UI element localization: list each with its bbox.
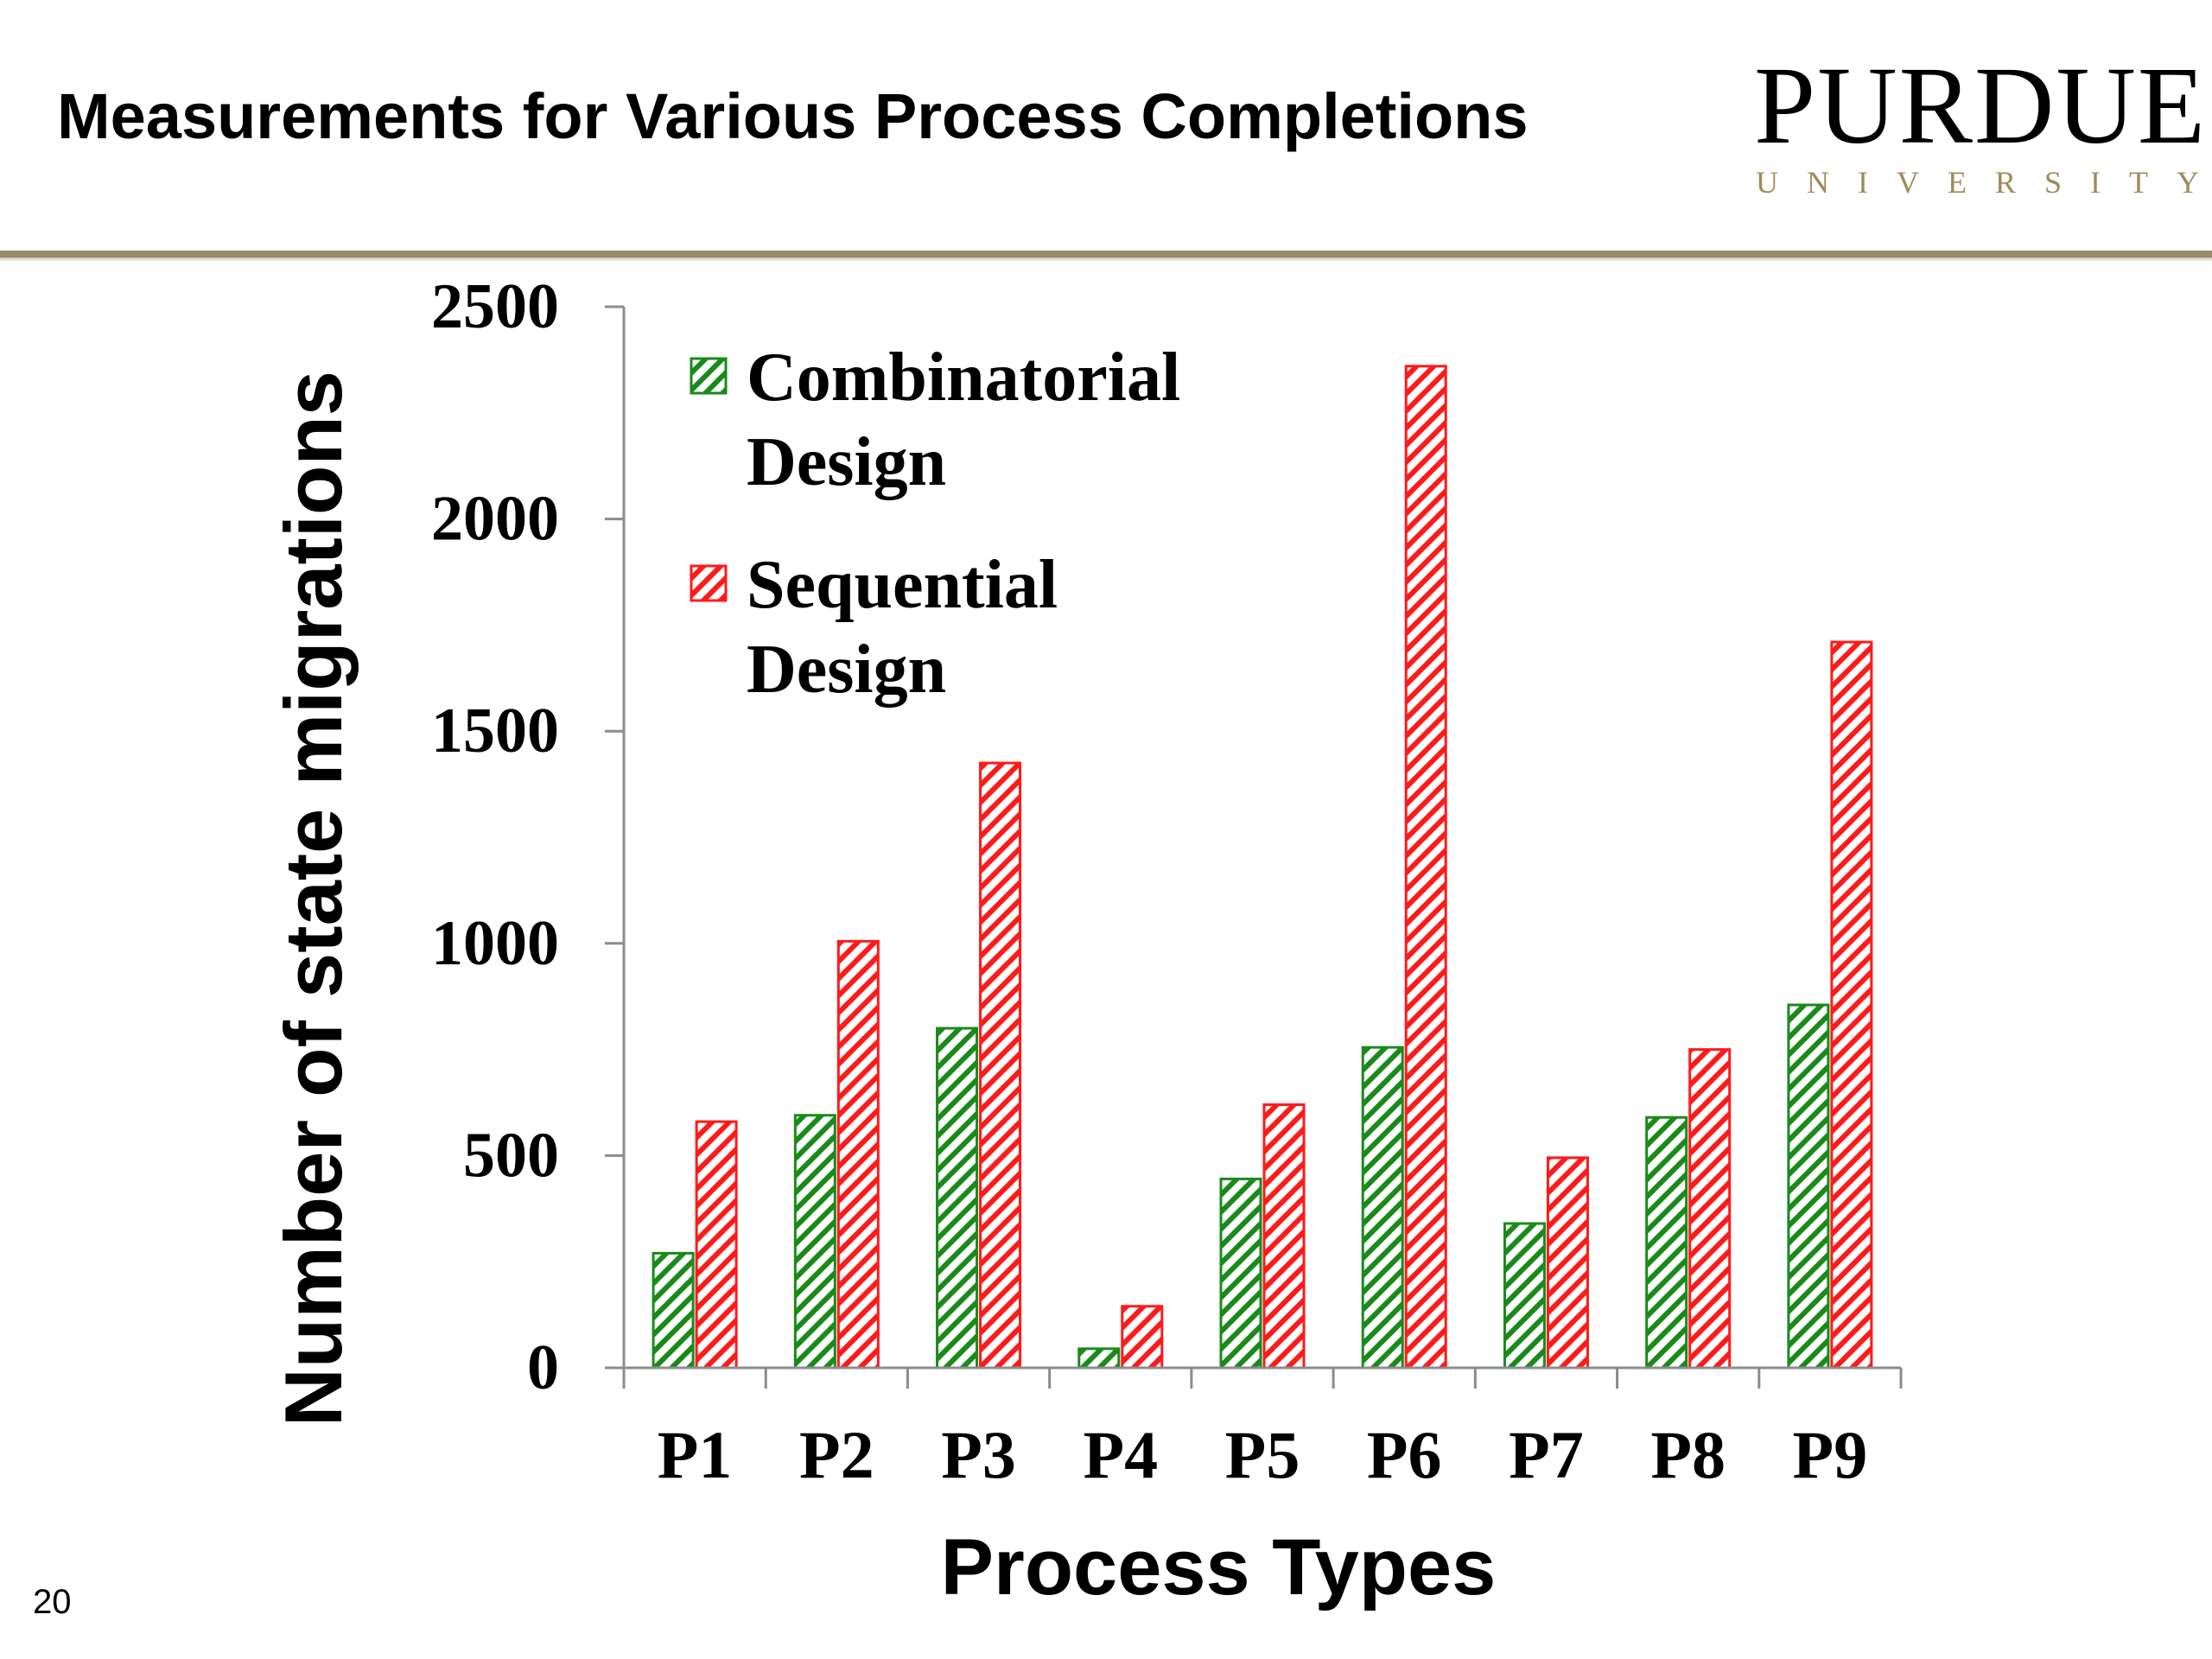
y-tick-label: 2500 xyxy=(431,271,559,342)
y-tick-label: 1000 xyxy=(431,908,559,979)
legend-swatch-sequential xyxy=(690,564,728,602)
bar-sequential-p7 xyxy=(1546,1156,1589,1370)
bar-combinatorial-p6 xyxy=(1361,1046,1404,1370)
y-tick-label: 2000 xyxy=(431,484,559,555)
page-number: 20 xyxy=(33,1583,72,1621)
bar-combinatorial-p8 xyxy=(1645,1116,1688,1370)
y-axis-title: Number of state migrations xyxy=(268,371,359,1427)
x-tick-label-p5: P5 xyxy=(1225,1417,1300,1492)
bar-sequential-p4 xyxy=(1121,1305,1164,1370)
bar-combinatorial-p1 xyxy=(652,1251,695,1370)
bar-sequential-p6 xyxy=(1404,365,1447,1370)
bar-combinatorial-p3 xyxy=(936,1027,979,1370)
bar-sequential-p1 xyxy=(695,1120,738,1370)
bar-combinatorial-p2 xyxy=(793,1114,836,1370)
legend-swatch-combinatorial xyxy=(690,357,728,395)
purdue-logo-subtitle: UNIVERSITY xyxy=(1756,165,2212,200)
bar-sequential-p9 xyxy=(1830,640,1873,1370)
y-tick-label: 1500 xyxy=(431,696,559,766)
bars-layer xyxy=(652,365,1873,1370)
x-axis-title: Process Types xyxy=(941,1523,1497,1611)
bar-sequential-p3 xyxy=(979,761,1022,1370)
x-tick-label-p6: P6 xyxy=(1367,1417,1442,1492)
legend-label-combinatorial: Design xyxy=(747,424,946,500)
bar-combinatorial-p9 xyxy=(1787,1003,1830,1370)
legend-label-sequential: Design xyxy=(747,632,946,708)
bar-combinatorial-p5 xyxy=(1219,1177,1262,1370)
bar-sequential-p8 xyxy=(1688,1048,1732,1370)
x-tick-label-p8: P8 xyxy=(1650,1417,1726,1492)
x-tick-label-p1: P1 xyxy=(658,1417,733,1492)
bar-sequential-p2 xyxy=(836,939,880,1370)
x-tick-label-p4: P4 xyxy=(1083,1417,1158,1492)
x-tick-label-p7: P7 xyxy=(1509,1417,1584,1492)
labels-layer: 0 500 1000 1500 2000 2500 P1 P2 P3 P4 P5 P6 P7 P8 P9 Pr… xyxy=(268,271,1867,1611)
y-tick-label: 500 xyxy=(463,1120,559,1191)
axes-layer xyxy=(605,305,1903,1389)
x-tick-label-p3: P3 xyxy=(941,1417,1016,1492)
bar-sequential-p5 xyxy=(1262,1103,1306,1370)
bar-combinatorial-p4 xyxy=(1077,1347,1121,1370)
bar-combinatorial-p7 xyxy=(1503,1222,1546,1370)
legend: Combinatorial Design Sequential Design xyxy=(690,340,1180,708)
x-tick-label-p2: P2 xyxy=(799,1417,874,1492)
x-tick-label-p9: P9 xyxy=(1793,1417,1868,1492)
header-divider xyxy=(0,251,2212,257)
purdue-logo-wordmark: PURDUE xyxy=(1754,44,2208,167)
legend-label-sequential: Sequential xyxy=(747,547,1058,623)
slide-title: Measurements for Various Process Complet… xyxy=(57,80,1529,152)
legend-label-combinatorial: Combinatorial xyxy=(747,340,1180,416)
header-divider-shadow xyxy=(0,257,2212,262)
y-tick-label: 0 xyxy=(527,1332,559,1403)
